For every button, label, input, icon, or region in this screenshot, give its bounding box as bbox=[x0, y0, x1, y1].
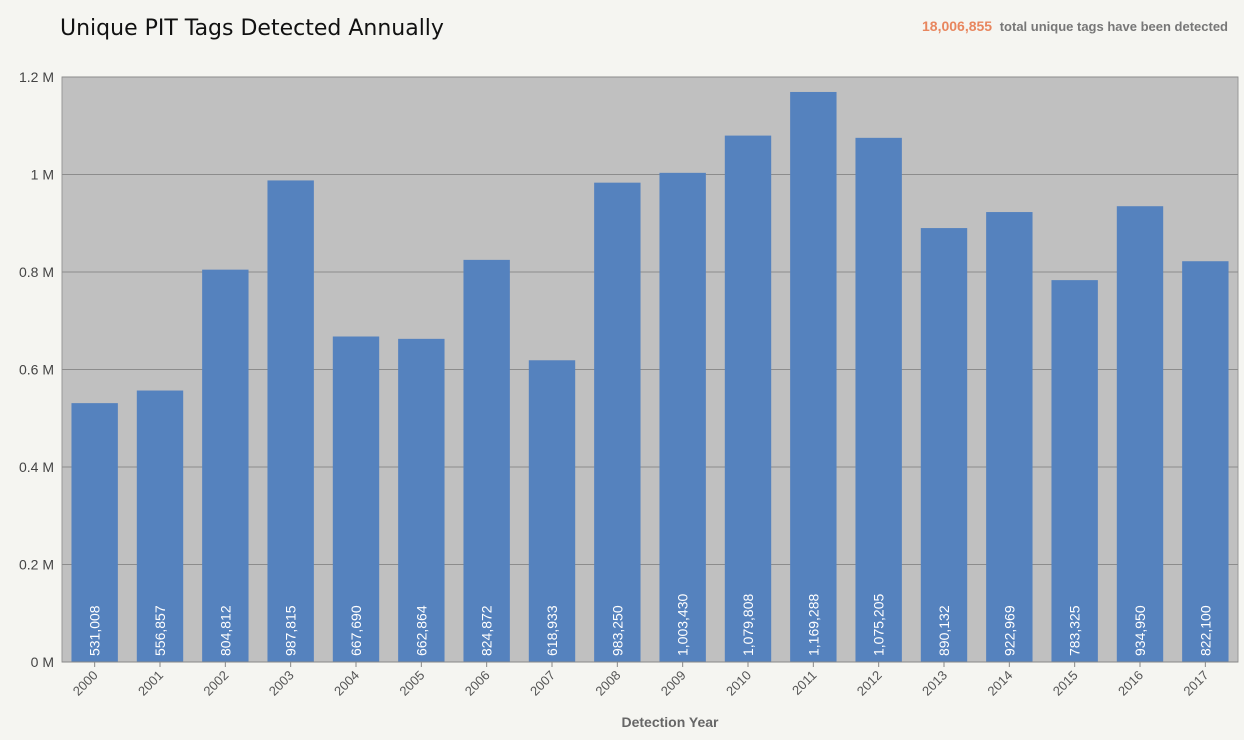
bar[interactable] bbox=[528, 360, 576, 662]
bar[interactable] bbox=[463, 259, 510, 662]
x-tick-label: 2011 bbox=[789, 668, 819, 698]
x-tick-label: 2004 bbox=[331, 668, 362, 699]
bar[interactable] bbox=[855, 137, 902, 663]
x-tick-label: 2003 bbox=[266, 668, 297, 699]
x-tick-label: 2001 bbox=[135, 668, 166, 699]
bar[interactable] bbox=[594, 182, 641, 662]
total-summary: 18,006,855 total unique tags have been d… bbox=[922, 18, 1228, 34]
data-label: 556,857 bbox=[152, 605, 168, 656]
data-label: 987,815 bbox=[283, 605, 299, 656]
data-label: 1,169,288 bbox=[805, 594, 821, 656]
bar[interactable] bbox=[136, 390, 184, 662]
data-label: 890,132 bbox=[936, 605, 952, 656]
x-tick-label: 2017 bbox=[1180, 668, 1211, 699]
x-tick-label: 2015 bbox=[1050, 668, 1081, 699]
data-label: 662,864 bbox=[413, 605, 429, 656]
data-label: 1,075,205 bbox=[871, 594, 887, 656]
data-label: 618,933 bbox=[544, 605, 560, 656]
x-tick-label: 2013 bbox=[919, 668, 950, 699]
data-label: 531,008 bbox=[87, 605, 103, 656]
x-tick-label: 2000 bbox=[70, 668, 101, 699]
bar[interactable] bbox=[1116, 206, 1164, 663]
x-tick-label: 2016 bbox=[1115, 668, 1146, 699]
y-tick-label: 0.8 M bbox=[19, 264, 54, 280]
data-label: 1,003,430 bbox=[675, 594, 691, 656]
total-label: total unique tags have been detected bbox=[999, 19, 1228, 34]
chart-title: Unique PIT Tags Detected Annually bbox=[60, 16, 444, 41]
y-tick-label: 0 M bbox=[31, 654, 54, 670]
x-tick-label: 2009 bbox=[658, 668, 689, 699]
x-tick-label: 2010 bbox=[723, 668, 754, 699]
x-tick-label: 2006 bbox=[462, 668, 493, 699]
bar[interactable] bbox=[986, 212, 1033, 662]
data-label: 667,690 bbox=[348, 605, 364, 656]
data-label: 934,950 bbox=[1132, 605, 1148, 656]
bar[interactable] bbox=[71, 403, 118, 662]
x-tick-label: 2007 bbox=[527, 668, 558, 699]
bar[interactable] bbox=[332, 336, 380, 662]
data-label: 1,079,808 bbox=[740, 594, 756, 656]
y-tick-label: 1 M bbox=[31, 167, 54, 183]
data-label: 824,872 bbox=[479, 605, 495, 656]
bar[interactable] bbox=[790, 91, 837, 662]
x-tick-label: 2008 bbox=[592, 668, 623, 699]
x-tick-label: 2005 bbox=[396, 668, 427, 699]
y-tick-label: 0.2 M bbox=[19, 557, 54, 573]
y-tick-label: 1.2 M bbox=[19, 69, 54, 85]
x-tick-label: 2012 bbox=[854, 668, 885, 699]
bar[interactable] bbox=[724, 135, 772, 662]
bar[interactable] bbox=[920, 228, 968, 662]
bar[interactable] bbox=[202, 269, 249, 662]
data-label: 822,100 bbox=[1197, 605, 1213, 656]
data-label: 922,969 bbox=[1001, 605, 1017, 656]
bar[interactable] bbox=[267, 180, 314, 662]
x-axis-label: Detection Year bbox=[621, 714, 719, 730]
total-count: 18,006,855 bbox=[922, 18, 993, 34]
y-tick-label: 0.6 M bbox=[19, 362, 54, 378]
bar[interactable] bbox=[659, 172, 706, 662]
x-tick-label: 2014 bbox=[984, 668, 1015, 699]
bar[interactable] bbox=[398, 338, 445, 662]
x-tick-label: 2002 bbox=[200, 668, 231, 699]
y-tick-label: 0.4 M bbox=[19, 459, 54, 475]
data-label: 783,325 bbox=[1067, 605, 1083, 656]
bar[interactable] bbox=[1051, 280, 1098, 662]
data-label: 983,250 bbox=[609, 605, 625, 656]
data-label: 804,812 bbox=[217, 605, 233, 656]
bar[interactable] bbox=[1182, 261, 1229, 662]
